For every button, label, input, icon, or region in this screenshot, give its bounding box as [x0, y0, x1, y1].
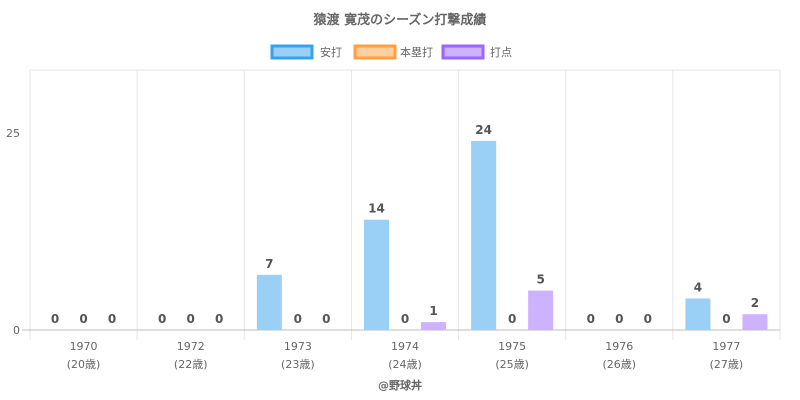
legend-swatch-1[interactable]: [270, 44, 314, 60]
bar-1974-1[interactable]: [364, 219, 389, 330]
x-tick-sublabel: (25歳): [495, 358, 529, 371]
data-label: 24: [475, 123, 492, 137]
x-tick-label: 1972: [177, 340, 205, 353]
data-label: 0: [401, 312, 409, 326]
chart-title: 猿渡 寛茂のシーズン打撃成績: [313, 12, 487, 28]
x-tick-label: 1974: [391, 340, 419, 353]
x-tick-label: 1975: [498, 340, 526, 353]
data-labels: 0 0 0 0 0 0 7 0 0 14 0 1 24 0 5 0 0 0 4 0 2: [51, 123, 759, 326]
bar-1977-1[interactable]: [685, 298, 711, 330]
data-label: 14: [368, 202, 385, 216]
data-label: 0: [187, 312, 195, 326]
data-label: 0: [322, 312, 330, 326]
data-label: 0: [108, 312, 116, 326]
data-label: 0: [644, 312, 652, 326]
legend-swatch-2[interactable]: [353, 44, 397, 60]
legend-label-3[interactable]: 打点: [490, 45, 512, 59]
bars: [256, 140, 768, 330]
data-label: 0: [215, 312, 223, 326]
data-label: 0: [587, 312, 595, 326]
bar-1975-3[interactable]: [528, 290, 554, 330]
x-axis: 1970 (20歳) 1972 (22歳) 1973 (23歳) 1974 (24歳) 1975…: [67, 340, 743, 371]
data-label: 2: [751, 296, 759, 310]
x-tick-label: 1970: [70, 340, 98, 353]
y-tick-label: 25: [6, 127, 20, 140]
legend-swatch-3[interactable]: [441, 44, 485, 60]
data-label: 0: [158, 312, 166, 326]
bar-1974-3[interactable]: [421, 322, 446, 330]
x-tick-sublabel: (27歳): [710, 358, 744, 371]
data-label: 0: [722, 312, 730, 326]
bar-1977-3[interactable]: [742, 314, 768, 330]
x-tick-sublabel: (24歳): [388, 358, 422, 371]
data-label: 0: [508, 312, 516, 326]
data-label: 5: [536, 273, 544, 287]
data-label: 0: [51, 312, 59, 326]
grid: [22, 69, 781, 340]
data-label: 1: [429, 304, 437, 318]
x-tick-label: 1976: [605, 340, 633, 353]
x-tick-label: 1973: [284, 340, 312, 353]
credit: @野球丼: [378, 378, 422, 392]
data-label: 4: [694, 280, 702, 294]
legend-label-1[interactable]: 安打: [320, 45, 342, 59]
data-label: 0: [79, 312, 87, 326]
x-tick-label: 1977: [712, 340, 740, 353]
bar-1973-1[interactable]: [256, 274, 282, 330]
data-label: 0: [294, 312, 302, 326]
legend: 安打 本塁打 打点: [270, 44, 512, 60]
y-tick-label: 0: [13, 324, 20, 337]
x-tick-sublabel: (22歳): [174, 358, 208, 371]
x-tick-sublabel: (20歳): [67, 358, 101, 371]
x-tick-sublabel: (23歳): [281, 358, 315, 371]
bar-1975-1[interactable]: [471, 140, 497, 330]
data-label: 0: [615, 312, 623, 326]
y-axis: 0 25: [6, 127, 20, 337]
x-tick-sublabel: (26歳): [602, 358, 636, 371]
legend-label-2[interactable]: 本塁打: [400, 45, 433, 59]
data-label: 7: [265, 257, 273, 271]
